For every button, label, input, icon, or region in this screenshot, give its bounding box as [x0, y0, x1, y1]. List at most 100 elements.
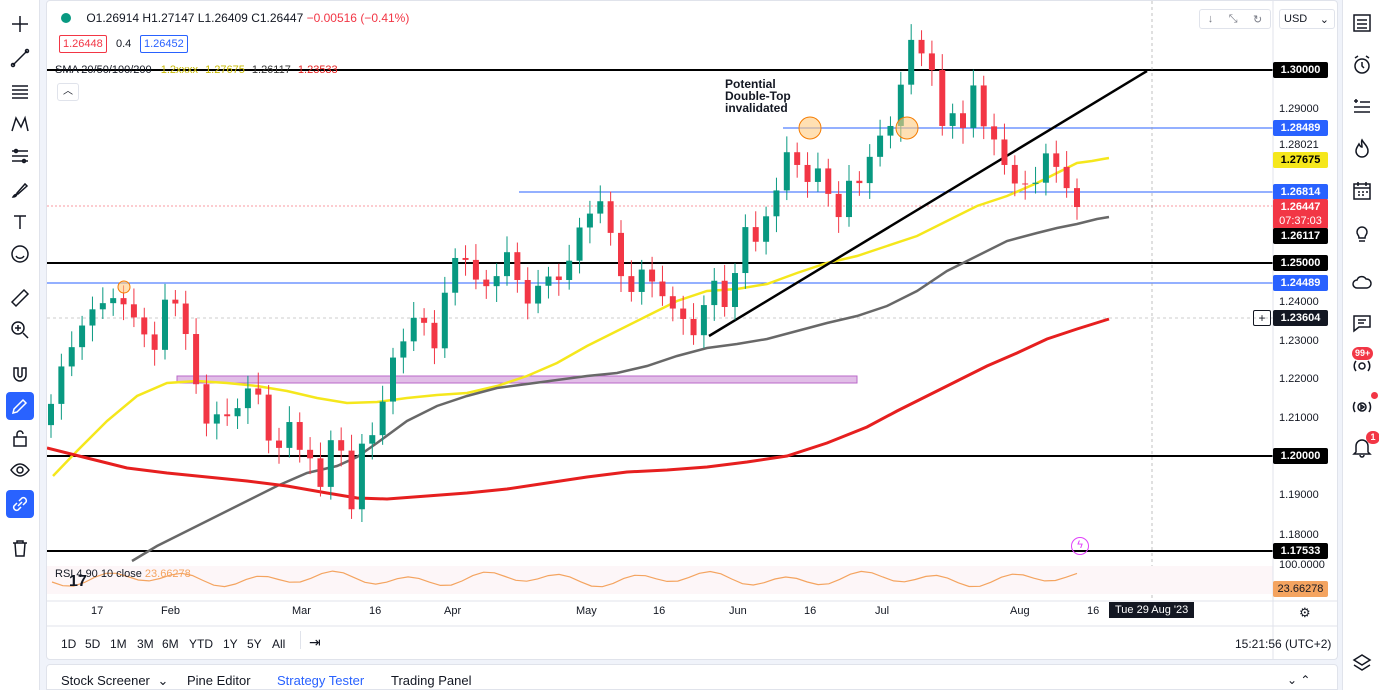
candle-body [825, 168, 832, 194]
candle-body [462, 257, 469, 260]
scale-controls[interactable]: ↓ ⤡ ↻ [1199, 9, 1271, 29]
brush-icon[interactable] [6, 176, 34, 204]
range-ytd[interactable]: YTD [189, 637, 213, 651]
price-chart[interactable] [47, 1, 1338, 660]
price-tick: 1.28021 [1279, 139, 1319, 151]
sell-price[interactable]: 1.26448 [59, 35, 107, 53]
candle-body [980, 85, 987, 127]
notification-bell-icon[interactable] [1351, 436, 1373, 458]
currency-select[interactable]: USD ⌄ [1279, 9, 1335, 29]
candle-body [1074, 188, 1080, 208]
top-marker [117, 280, 131, 294]
price-label-sma50: 1.27675 [1273, 152, 1328, 168]
time-tick: Apr [444, 605, 462, 617]
layers-icon[interactable] [1351, 652, 1373, 674]
calendar-icon[interactable] [1351, 180, 1373, 202]
tab-strategy-tester[interactable]: Strategy Tester [277, 673, 365, 688]
crosshair-icon[interactable] [6, 10, 34, 38]
candle-body [1063, 166, 1070, 189]
price-label-1.1753: 1.17533 [1273, 543, 1328, 559]
streams-icon[interactable] [1351, 354, 1373, 376]
magnet-icon[interactable] [6, 360, 34, 388]
add-alert-plus-icon[interactable]: + [1253, 310, 1271, 326]
candle-body [939, 70, 946, 126]
lock-icon[interactable] [6, 424, 34, 452]
candle-body [48, 403, 54, 426]
candle-body [58, 366, 65, 404]
tab-stock-screener[interactable]: Stock Screener ⌄ [61, 673, 168, 689]
ideas-bulb-icon[interactable] [1351, 222, 1373, 244]
candle-body [379, 401, 386, 436]
candle-body [555, 276, 562, 280]
candle-body [441, 292, 448, 349]
candle-body [866, 156, 873, 184]
arrow-down-icon[interactable]: ↓ [1207, 13, 1214, 25]
tab-trading-panel[interactable]: Trading Panel [391, 673, 472, 688]
price-label-crosshair: 1.23604 [1273, 310, 1328, 326]
candle-body [255, 388, 262, 395]
fib-icon[interactable] [6, 78, 34, 106]
candle-body [276, 440, 282, 448]
text-icon[interactable] [6, 208, 34, 236]
candles-group [48, 24, 1080, 523]
candle-body [1042, 153, 1049, 183]
ruler-icon[interactable] [6, 284, 34, 312]
trash-icon[interactable] [6, 534, 34, 562]
watchlist-icon[interactable] [1351, 12, 1373, 34]
play-stream-icon[interactable] [1351, 396, 1373, 418]
price-tick: 1.24000 [1279, 296, 1319, 308]
buy-price[interactable]: 1.26452 [140, 35, 188, 53]
range-all[interactable]: All [272, 637, 286, 651]
range-1m[interactable]: 1M [110, 637, 127, 651]
live-dot-icon [1371, 392, 1378, 399]
chat-icon[interactable] [1351, 312, 1373, 334]
time-tick: Feb [161, 605, 180, 617]
candle-body [110, 298, 117, 304]
pattern-icon[interactable] [6, 110, 34, 138]
panel-collapse-icon[interactable]: ⌄ ⌃ [1287, 673, 1311, 687]
range-5y[interactable]: 5Y [247, 637, 262, 651]
collapse-legend-button[interactable]: ︿ [57, 83, 79, 101]
lightning-event-icon[interactable]: ϟ [1071, 537, 1089, 555]
candle-body [618, 232, 624, 277]
chevron-down-icon: ⌄ [157, 673, 169, 688]
price-label-1.25: 1.25000 [1273, 255, 1328, 271]
stay-drawing-icon[interactable] [6, 392, 34, 420]
range-3m[interactable]: 3M [137, 637, 154, 651]
alarm-clock-icon[interactable] [1351, 54, 1373, 76]
range-1d[interactable]: 1D [61, 637, 77, 651]
candle-body [317, 458, 324, 487]
candle-body [234, 408, 241, 417]
emoji-icon[interactable] [6, 240, 34, 268]
range-1y[interactable]: 1Y [223, 637, 238, 651]
reset-icon[interactable]: ↻ [1253, 13, 1263, 26]
ohlc-open: O1.26914 [86, 11, 140, 25]
candle-body [804, 164, 811, 182]
clock[interactable]: 15:21:56 (UTC+2) [1235, 637, 1332, 651]
tab-pine-editor[interactable]: Pine Editor [187, 673, 251, 688]
price-tick: 1.19000 [1279, 489, 1319, 501]
time-tick: Aug [1010, 605, 1030, 617]
range-5d[interactable]: 5D [85, 637, 101, 651]
data-cloud-icon[interactable] [1351, 272, 1373, 294]
add-list-icon[interactable] [1351, 96, 1373, 118]
projection-icon[interactable] [6, 142, 34, 170]
chart-pane[interactable]: O1.26914 H1.27147 L1.26409 C1.26447 −0.0… [46, 0, 1338, 660]
ohlc-low: L1.26409 [197, 11, 248, 25]
hotlist-icon[interactable] [1351, 138, 1373, 160]
trendline-icon[interactable] [6, 44, 34, 72]
range-6m[interactable]: 6M [162, 637, 179, 651]
candle-body [742, 227, 749, 274]
zoom-in-icon[interactable] [6, 316, 34, 344]
settings-gear-icon[interactable]: ⚙ [1299, 605, 1311, 620]
goto-date-icon[interactable]: ⇥ [309, 634, 321, 650]
candle-body [203, 384, 210, 424]
candle-body [680, 308, 687, 319]
collapse-arrows-icon[interactable]: ⤡ [1228, 12, 1238, 25]
candle-body [224, 414, 231, 417]
eye-icon[interactable] [6, 456, 34, 484]
candle-body [338, 440, 345, 451]
crosshair-date-label: Tue 29 Aug '23 [1109, 602, 1195, 618]
link-icon[interactable] [6, 490, 34, 518]
candle-body [493, 276, 500, 287]
